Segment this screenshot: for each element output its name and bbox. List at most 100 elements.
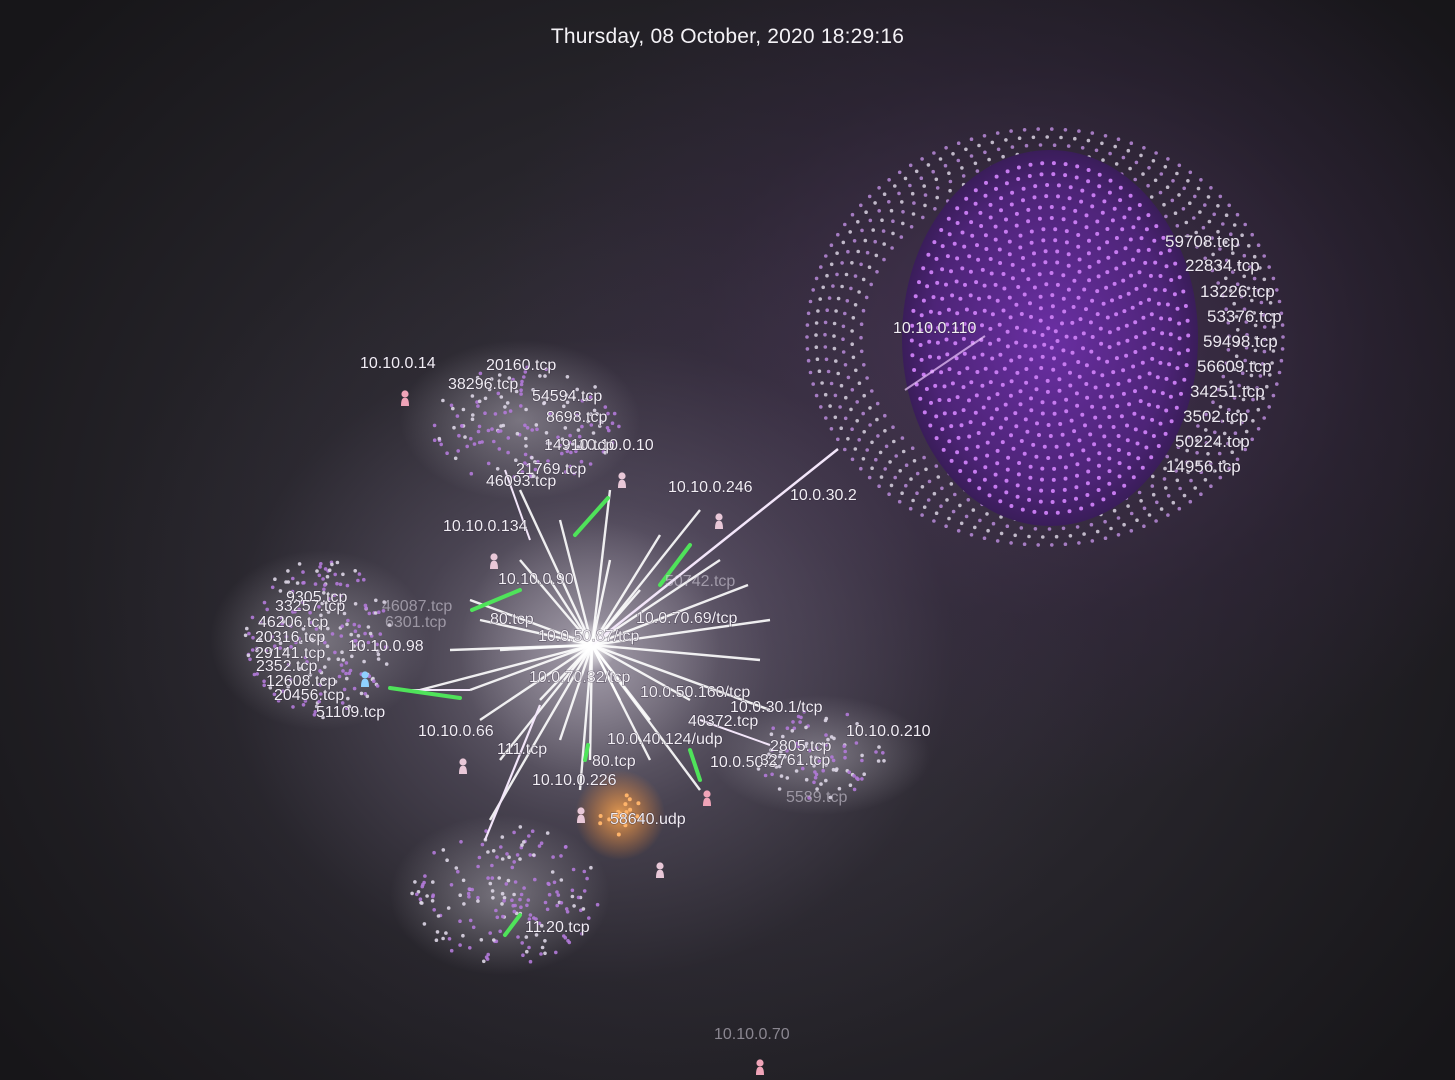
port-label[interactable]: 14956.tcp xyxy=(1166,457,1242,477)
port-label[interactable]: 3502.tcp xyxy=(1183,407,1249,427)
port-label[interactable]: 34251.tcp xyxy=(1190,382,1266,402)
host-label[interactable]: 10.10.0.134 xyxy=(443,518,529,536)
leaf-node xyxy=(460,424,464,428)
port-label-text[interactable]: 3502.tcp xyxy=(1183,407,1249,427)
port-label[interactable]: 21769.tcp xyxy=(516,461,587,479)
person-icon[interactable] xyxy=(459,758,467,774)
leaf-node xyxy=(1182,186,1186,191)
host-label[interactable]: 10.10.0.70 xyxy=(714,1026,790,1043)
service-label[interactable]: 10.0.30.1/tcp xyxy=(730,699,824,717)
leaf-cluster-14[interactable] xyxy=(432,365,621,479)
host-label[interactable]: 10.10.0.14 xyxy=(360,355,437,373)
service-label[interactable]: 10.0.50.160/tcp xyxy=(640,684,751,702)
port-label-text[interactable]: 14956.tcp xyxy=(1166,457,1242,477)
port-label[interactable]: 2805.tcp xyxy=(770,738,832,756)
port-label[interactable]: 40372.tcp xyxy=(688,713,759,731)
port-label-text[interactable]: 56609.tcp xyxy=(1197,357,1273,377)
service-label[interactable]: 10.0.70.69/tcp xyxy=(636,610,739,628)
host-label[interactable]: 10.10.0.90 xyxy=(498,571,575,589)
port-label[interactable]: 13226.tcp xyxy=(1200,282,1276,302)
leaf-cluster-66[interactable] xyxy=(410,825,600,964)
port-label[interactable]: 20456.tcp xyxy=(274,687,345,705)
host-label[interactable]: 10.10.0.66 xyxy=(418,723,495,741)
leaf-node xyxy=(499,395,504,399)
port-label-text[interactable]: 50224.tcp xyxy=(1175,432,1251,452)
port-label[interactable]: 58640.udp xyxy=(610,811,687,829)
person-icon[interactable] xyxy=(715,513,723,529)
host-label[interactable]: 10.10.0.98 xyxy=(348,638,425,656)
port-label[interactable]: 6301.tcp xyxy=(385,614,446,631)
host-label[interactable]: 10.10.0.10 xyxy=(578,437,655,455)
host-label[interactable]: 10.10.0.210 xyxy=(846,723,932,741)
leaf-node xyxy=(1032,344,1037,349)
port-label[interactable]: 20160.tcp xyxy=(486,357,557,375)
host-label[interactable]: 10.10.0.226 xyxy=(532,772,618,790)
host-icons[interactable] xyxy=(361,390,764,1075)
person-icon[interactable] xyxy=(656,862,664,878)
service-label[interactable]: 10.0.40.124/udp xyxy=(607,731,724,749)
service-label[interactable]: 80.tcp xyxy=(490,611,535,629)
person-icon[interactable] xyxy=(577,807,585,823)
port-label-text[interactable]: 34251.tcp xyxy=(1190,382,1266,402)
leaf-cluster-210[interactable] xyxy=(756,709,886,800)
port-label[interactable]: 46093.tcp xyxy=(486,473,557,491)
port-label[interactable]: 9305.tcp xyxy=(286,589,348,607)
port-labels-cluster-226[interactable]: 58640.udp 80.tcp 11.20.tcp xyxy=(525,753,687,937)
port-label-text[interactable]: 22834.tcp xyxy=(1185,256,1261,276)
port-label-text[interactable]: 59498.tcp xyxy=(1203,332,1279,352)
service-label[interactable]: 10.0.30.2 xyxy=(790,487,858,505)
port-label[interactable]: 50224.tcp xyxy=(1175,432,1251,452)
leaf-node xyxy=(949,424,954,429)
port-label[interactable]: 2352.tcp xyxy=(256,658,318,676)
leaf-node xyxy=(1204,412,1208,417)
person-icon[interactable] xyxy=(490,553,498,569)
person-icon[interactable] xyxy=(361,671,369,687)
port-label[interactable]: 53376.tcp xyxy=(1207,307,1283,327)
person-icon[interactable] xyxy=(703,790,711,806)
leaf-cluster-98[interactable] xyxy=(243,560,392,720)
port-label[interactable]: 59708.tcp xyxy=(1165,232,1241,252)
port-label[interactable]: 12608.tcp xyxy=(266,673,337,691)
service-label[interactable]: 50742.tcp xyxy=(665,573,735,590)
port-label-text[interactable]: 53376.tcp xyxy=(1207,307,1283,327)
service-labels[interactable]: 10.0.30.210.0.70.69/tcp10.0.50.160/tcp10… xyxy=(490,487,858,772)
port-label-text[interactable]: 13226.tcp xyxy=(1200,282,1276,302)
person-icon[interactable] xyxy=(401,390,409,406)
port-label[interactable]: 5589.tcp xyxy=(786,789,847,806)
port-label[interactable]: 14910.tcp xyxy=(544,437,615,455)
person-icon[interactable] xyxy=(618,472,626,488)
sphere-cluster-110[interactable]: 59708.tcp 22834.tcp 13226.tcp 53376.tcp 5949… xyxy=(805,127,1285,547)
service-label[interactable]: 10.0.50.3 xyxy=(710,754,778,772)
port-label[interactable]: 11.20.tcp xyxy=(525,919,591,937)
host-label-110[interactable]: 10.10.0.110 xyxy=(893,320,977,338)
host-labels[interactable]: 10.10.0.14 10.10.0.10 10.10.0.246 10.10.0.1… xyxy=(348,355,932,1044)
port-label[interactable]: 8698.tcp xyxy=(546,409,608,427)
host-label[interactable]: 10.10.0.246 xyxy=(668,479,754,497)
service-label[interactable]: 111.tcp xyxy=(497,741,548,759)
hub-node[interactable] xyxy=(566,619,618,671)
port-label[interactable]: 59498.tcp xyxy=(1203,332,1279,352)
port-label[interactable]: 80.tcp xyxy=(592,753,637,771)
person-icon[interactable] xyxy=(756,1059,764,1075)
port-label[interactable]: 32761.tcp xyxy=(760,752,831,770)
port-label[interactable]: 22834.tcp xyxy=(1185,256,1261,276)
port-label[interactable]: 38296.tcp xyxy=(448,376,519,394)
hub-label[interactable]: 10.0.50.87/tcp xyxy=(538,628,641,646)
port-label[interactable]: 33257.tcp xyxy=(275,598,346,616)
service-label[interactable]: 10.0.70.32/tcp xyxy=(529,669,632,687)
port-label[interactable]: 20316.tcp xyxy=(255,629,326,647)
port-label-text[interactable]: 59708.tcp xyxy=(1165,232,1241,252)
port-label[interactable]: 46206.tcp xyxy=(258,614,329,632)
port-label[interactable]: 54594.tcp xyxy=(532,388,603,406)
leaf-node xyxy=(1150,417,1155,422)
port-label[interactable]: 51109.tcp xyxy=(316,704,386,722)
leaf-node xyxy=(859,203,863,208)
port-label[interactable]: 46087.tcp xyxy=(382,598,452,615)
port-labels-cluster-98[interactable]: 9305.tcp33257.tcp46206.tcp20316.tcp29141… xyxy=(255,589,453,722)
port-label[interactable]: 56609.tcp xyxy=(1197,357,1273,377)
port-label[interactable]: 29141.tcp xyxy=(255,645,326,663)
